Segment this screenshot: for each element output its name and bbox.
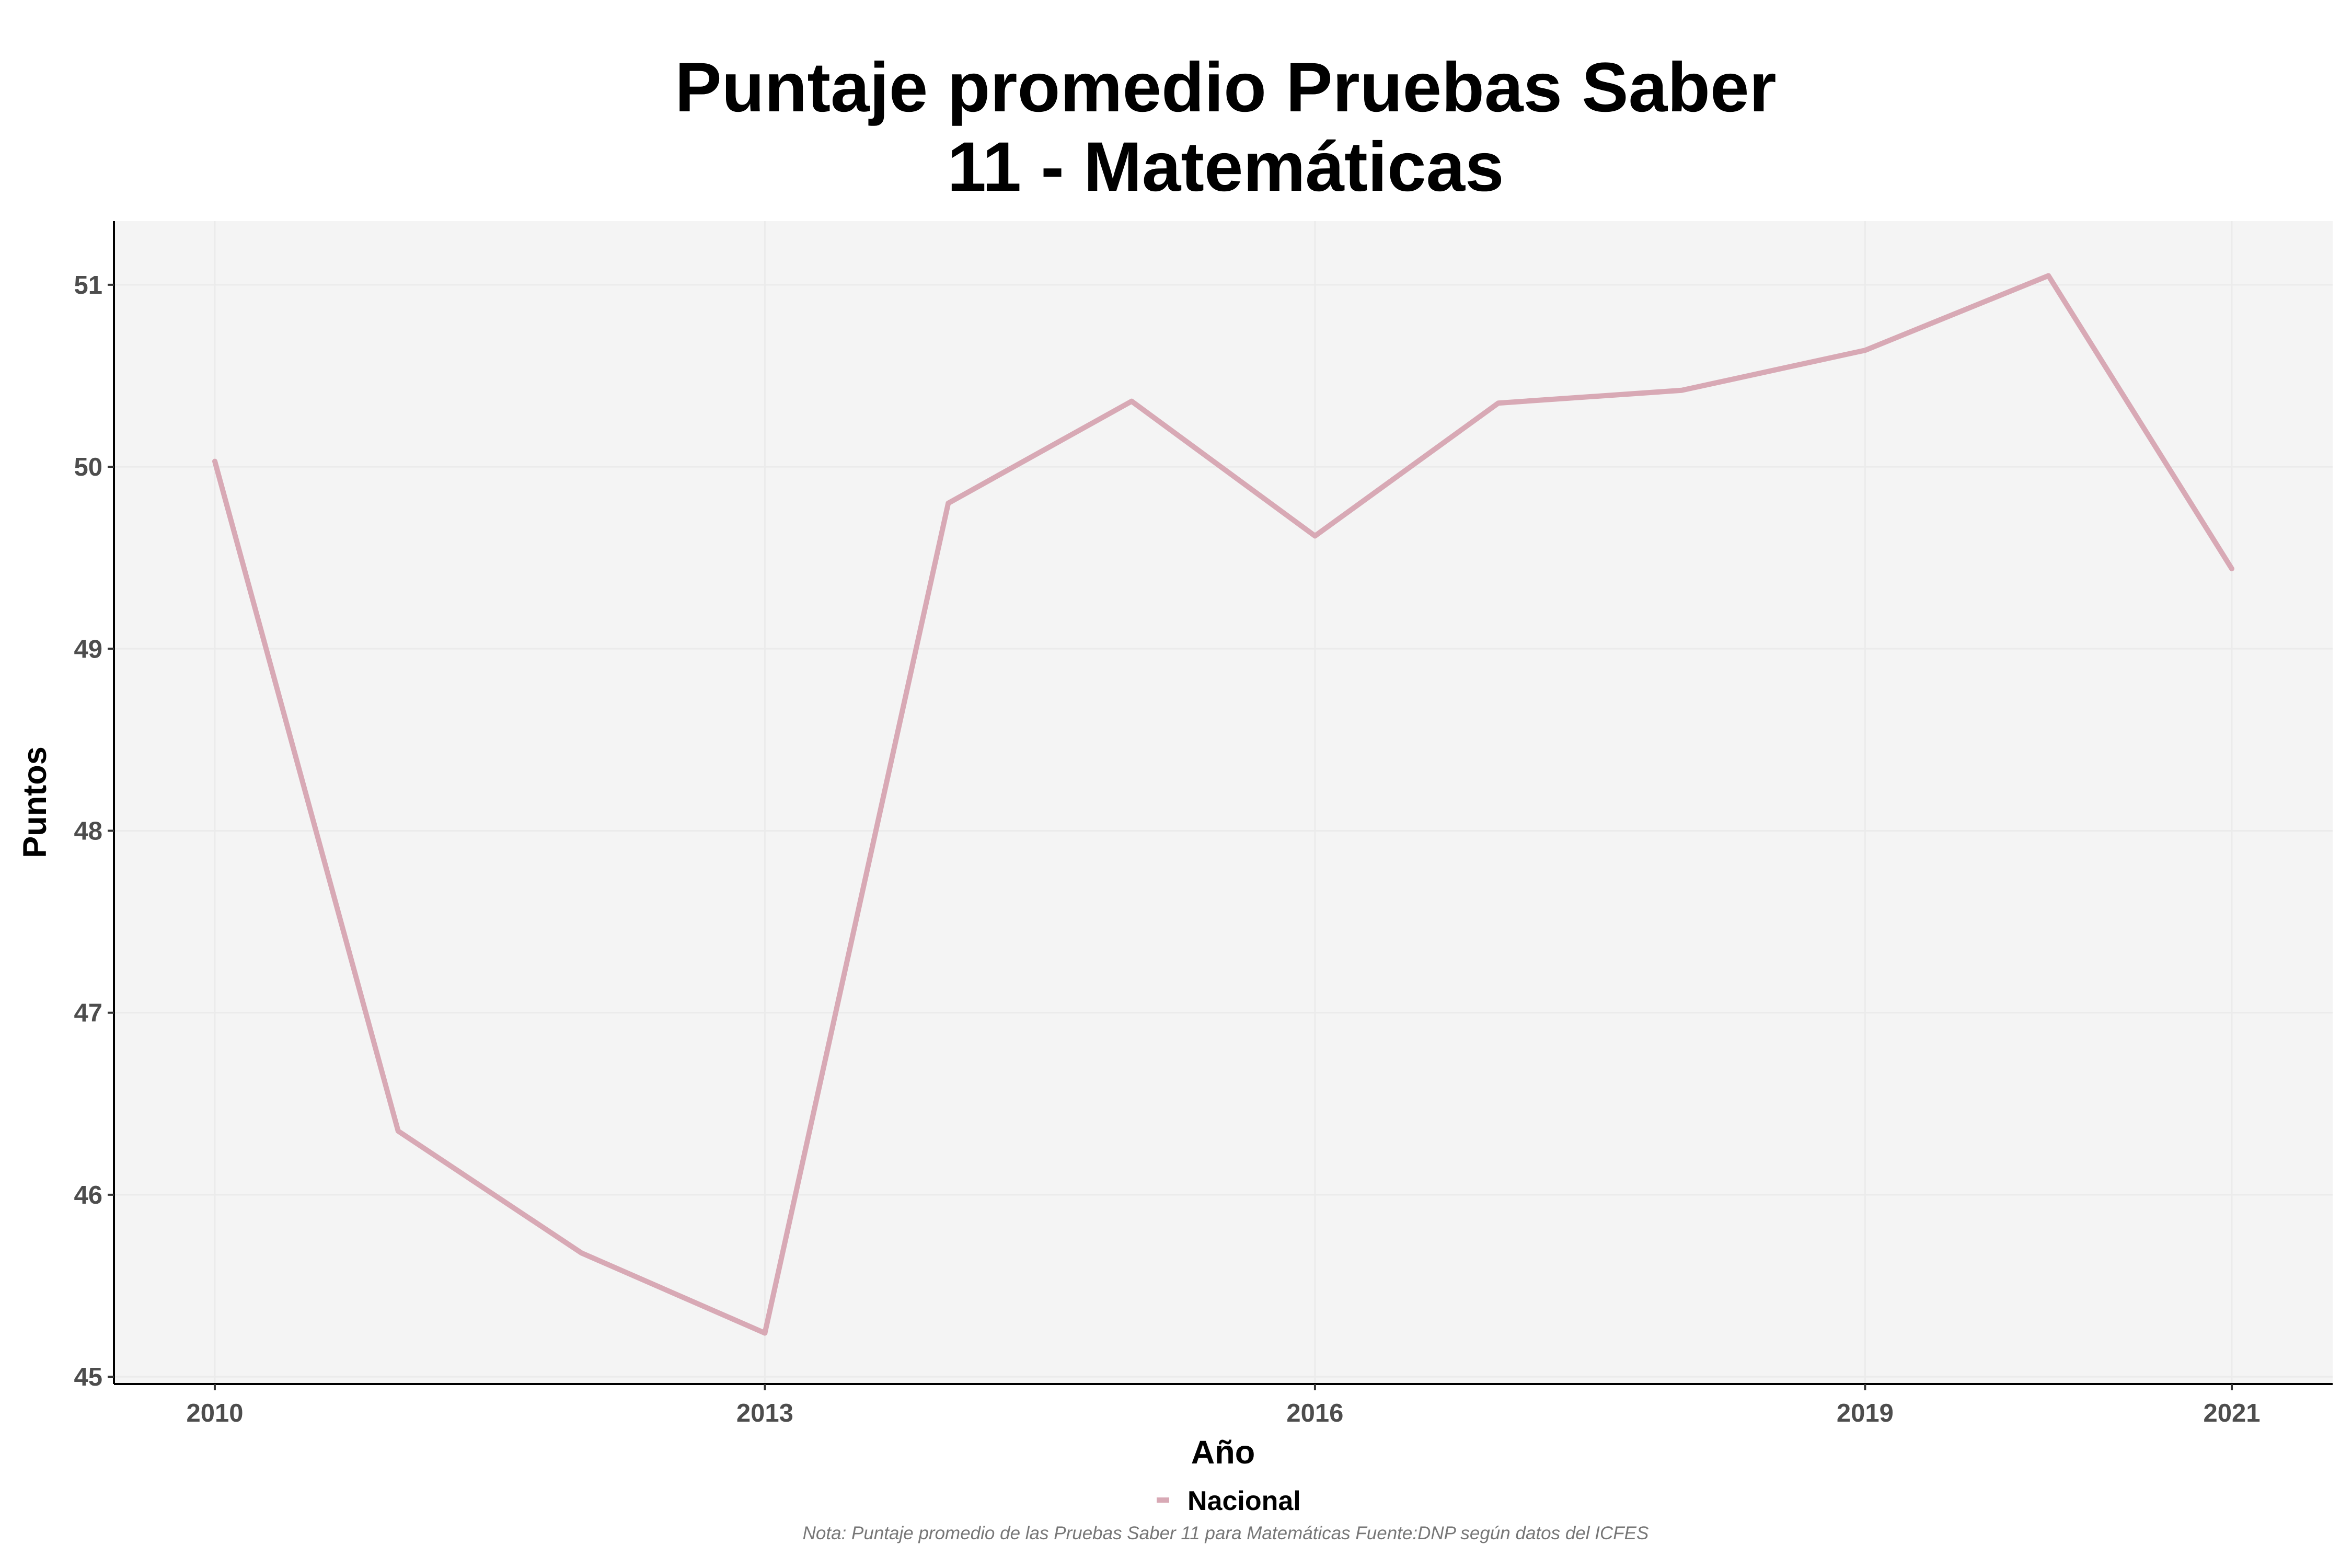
series-line-nacional [212, 273, 2234, 1336]
chart-title-line-2: 11 - Matemáticas [947, 128, 1504, 206]
y-tick-label: 49 [74, 635, 102, 663]
y-tick-label: 50 [74, 453, 102, 481]
y-tick-label: 46 [74, 1181, 102, 1209]
series-lines [212, 273, 2234, 1336]
y-tick-label: 51 [74, 271, 102, 299]
x-axis-title: Año [1191, 1434, 1255, 1471]
x-tick-label: 2013 [736, 1399, 793, 1427]
y-tick-label: 48 [74, 817, 102, 845]
x-tick-label: 2016 [1286, 1399, 1343, 1427]
y-axis-ticks: 45 46 47 48 49 50 51 [74, 271, 114, 1391]
x-tick-label: 2010 [186, 1399, 243, 1427]
x-tick-label: 2021 [2204, 1399, 2261, 1427]
chart-title-line-1: Puntaje promedio Pruebas Saber [675, 49, 1776, 126]
x-axis-ticks: 2010 2013 2016 2019 2021 [186, 1384, 2261, 1427]
y-tick-label: 45 [74, 1363, 102, 1391]
plot-panel [114, 221, 2333, 1384]
y-tick-label: 47 [74, 999, 102, 1028]
legend-label-nacional: Nacional [1187, 1486, 1301, 1516]
y-axis-title: Puntos [17, 746, 53, 858]
legend: Nacional [1157, 1486, 1301, 1516]
chart-note: Nota: Puntaje promedio de las Pruebas Sa… [803, 1523, 1649, 1543]
x-tick-label: 2019 [1837, 1399, 1894, 1427]
